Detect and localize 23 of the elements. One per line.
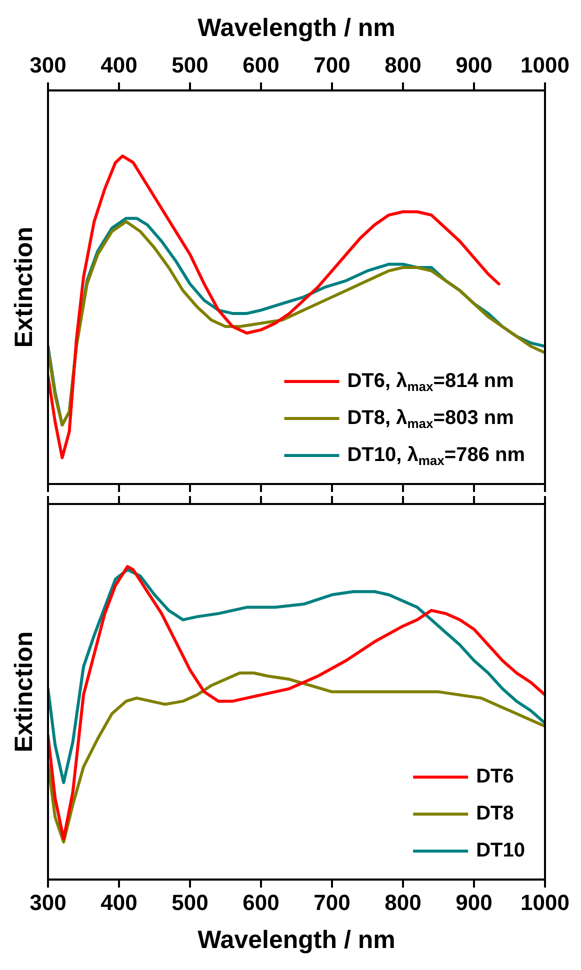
x-tick-label: 900 <box>456 52 492 78</box>
x-tick-label: 800 <box>384 890 422 915</box>
x-tick-label: 300 <box>30 52 66 78</box>
x-tick-label: 700 <box>314 52 350 78</box>
x-tick-label: 300 <box>30 890 66 915</box>
x-tick-label: 400 <box>100 890 138 915</box>
legend-label: DT8 <box>476 802 514 825</box>
x-tick-label: 600 <box>242 52 280 78</box>
x-tick-label: 800 <box>384 52 422 78</box>
x-tick-label: 500 <box>172 890 208 915</box>
x-axis-title: Wavelength / nm <box>198 926 396 954</box>
x-tick-label: 700 <box>314 890 350 915</box>
x-axis-title: Wavelength / nm <box>198 14 396 42</box>
x-tick-label: 400 <box>100 52 138 78</box>
legend-label: DT10 <box>476 840 525 862</box>
x-tick-label: 900 <box>456 890 492 915</box>
x-tick-label: 600 <box>242 890 280 915</box>
x-tick-label: 1000 <box>520 52 570 78</box>
y-axis-title: Extinction <box>10 631 38 752</box>
x-tick-label: 1000 <box>520 890 570 915</box>
x-tick-label: 500 <box>172 52 208 78</box>
y-axis-title: Extinction <box>10 226 38 348</box>
legend-label: DT6 <box>476 766 514 788</box>
